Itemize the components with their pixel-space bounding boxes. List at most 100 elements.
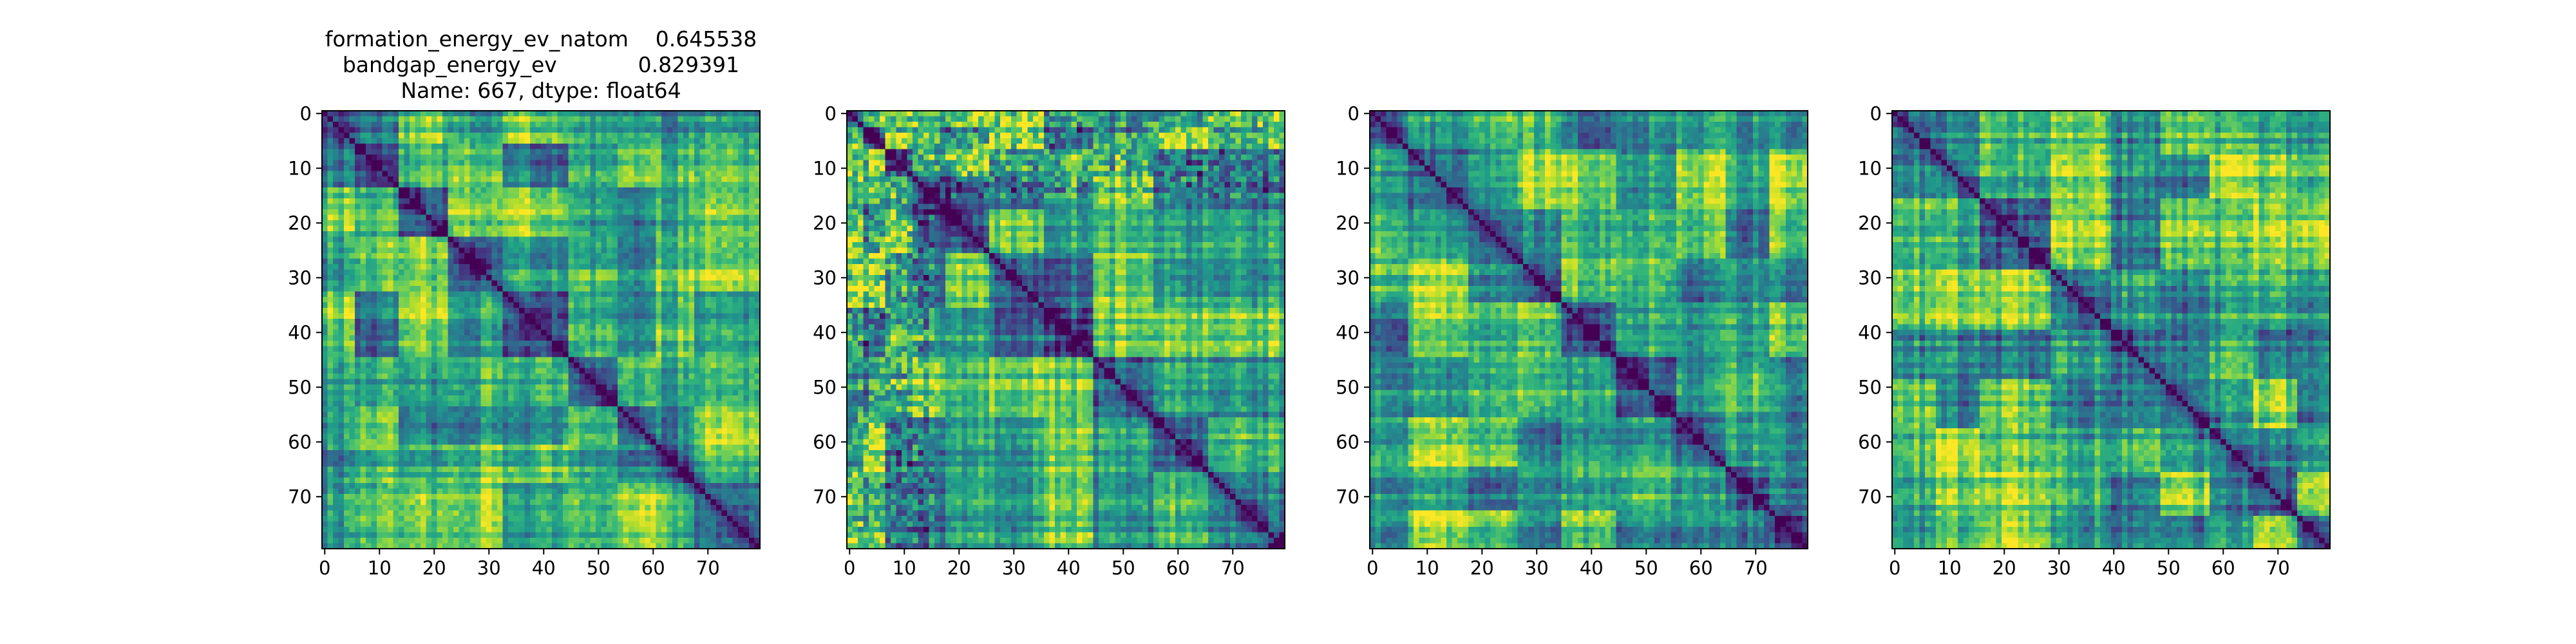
heatmap-cell xyxy=(672,209,679,216)
heatmap-cell xyxy=(596,428,602,435)
heatmap-cell xyxy=(683,231,690,238)
heatmap-cell xyxy=(683,264,690,270)
heatmap-cell xyxy=(524,214,531,221)
heatmap-cell xyxy=(475,236,482,243)
heatmap-cell xyxy=(475,368,482,374)
heatmap-cell xyxy=(371,439,377,446)
heatmap-cell xyxy=(415,258,421,265)
heatmap-cell xyxy=(557,280,564,287)
heatmap-cell xyxy=(667,231,673,238)
heatmap-cell xyxy=(699,149,706,155)
heatmap-cell xyxy=(727,384,734,391)
heatmap-cell xyxy=(360,352,366,358)
heatmap-cell xyxy=(486,280,493,287)
heatmap-cell xyxy=(453,291,460,298)
heatmap-cell xyxy=(513,384,520,391)
heatmap-cell xyxy=(426,384,432,391)
heatmap-cell xyxy=(410,193,416,199)
heatmap-cell xyxy=(453,133,460,139)
heatmap-cell xyxy=(683,401,690,407)
heatmap-cell xyxy=(710,379,717,385)
heatmap-cell xyxy=(524,439,531,446)
heatmap-cell xyxy=(421,209,427,216)
heatmap-cell xyxy=(410,127,416,133)
heatmap-cell xyxy=(667,444,673,451)
heatmap-cell xyxy=(502,297,509,303)
heatmap-cell xyxy=(497,384,504,391)
heatmap-cell xyxy=(738,280,744,287)
heatmap-cell xyxy=(327,330,334,336)
heatmap-cell xyxy=(366,138,372,144)
heatmap-cell xyxy=(333,280,339,287)
heatmap-cell xyxy=(333,384,339,391)
heatmap-cell xyxy=(716,280,723,287)
heatmap-cell xyxy=(650,149,657,155)
heatmap-cell xyxy=(585,433,591,440)
heatmap-cell xyxy=(694,182,701,188)
heatmap-cell xyxy=(388,204,394,210)
heatmap-cell xyxy=(688,341,695,347)
heatmap-cell xyxy=(388,209,394,216)
heatmap-cell xyxy=(677,111,684,117)
heatmap-cell xyxy=(360,346,366,352)
heatmap-cell xyxy=(508,236,515,243)
heatmap-cell xyxy=(530,439,536,446)
heatmap-cell xyxy=(585,346,591,352)
heatmap-cell xyxy=(552,187,558,194)
heatmap-cell xyxy=(486,144,493,150)
heatmap-cell xyxy=(579,379,585,385)
heatmap-cell xyxy=(639,363,646,369)
heatmap-cell xyxy=(716,374,723,380)
heatmap-cell xyxy=(344,401,350,407)
heatmap-cell xyxy=(437,379,443,385)
heatmap-cell xyxy=(377,335,383,341)
heatmap-cell xyxy=(754,231,761,238)
heatmap-cell xyxy=(327,144,334,150)
heatmap-cell xyxy=(469,390,476,396)
heatmap-cell xyxy=(557,439,564,446)
heatmap-cell xyxy=(371,236,377,243)
heatmap-cell xyxy=(459,253,465,260)
heatmap-cell xyxy=(607,412,613,418)
heatmap-cell xyxy=(541,209,547,216)
heatmap-cell xyxy=(442,330,449,336)
heatmap-cell xyxy=(677,144,684,150)
heatmap-cell xyxy=(749,286,755,292)
heatmap-cell xyxy=(371,302,377,308)
heatmap-cell xyxy=(426,313,432,319)
heatmap-cell xyxy=(355,209,361,216)
heatmap-cell xyxy=(399,138,405,144)
heatmap-cell xyxy=(743,144,750,150)
heatmap-cell xyxy=(404,225,410,232)
heatmap-cell xyxy=(399,406,405,413)
heatmap-cell xyxy=(749,308,755,314)
heatmap-cell xyxy=(596,269,602,276)
heatmap-cell xyxy=(574,122,580,128)
heatmap-cell xyxy=(355,171,361,177)
heatmap-cell xyxy=(327,291,334,298)
heatmap-cell xyxy=(699,302,706,308)
heatmap-cell xyxy=(535,242,542,249)
heatmap-cell xyxy=(344,275,350,281)
heatmap-cell xyxy=(557,138,564,144)
heatmap-cell xyxy=(749,379,755,385)
heatmap-cell xyxy=(404,417,410,424)
heatmap-cell xyxy=(431,357,438,363)
heatmap-cell xyxy=(371,220,377,227)
heatmap-cell xyxy=(453,363,460,369)
heatmap-cell xyxy=(579,422,585,429)
heatmap-cell xyxy=(754,166,761,172)
heatmap-cell xyxy=(596,264,602,270)
heatmap-cell xyxy=(333,324,339,330)
heatmap-cell xyxy=(535,247,542,254)
heatmap-cell xyxy=(585,209,591,216)
heatmap-cell xyxy=(448,384,454,391)
heatmap-cell xyxy=(404,433,410,440)
heatmap-cell xyxy=(727,193,734,199)
heatmap-cell xyxy=(721,313,728,319)
heatmap-cell xyxy=(535,133,542,139)
heatmap-cell xyxy=(743,253,750,260)
heatmap-cell xyxy=(486,204,493,210)
heatmap-cell xyxy=(371,368,377,374)
heatmap-cell xyxy=(399,264,405,270)
